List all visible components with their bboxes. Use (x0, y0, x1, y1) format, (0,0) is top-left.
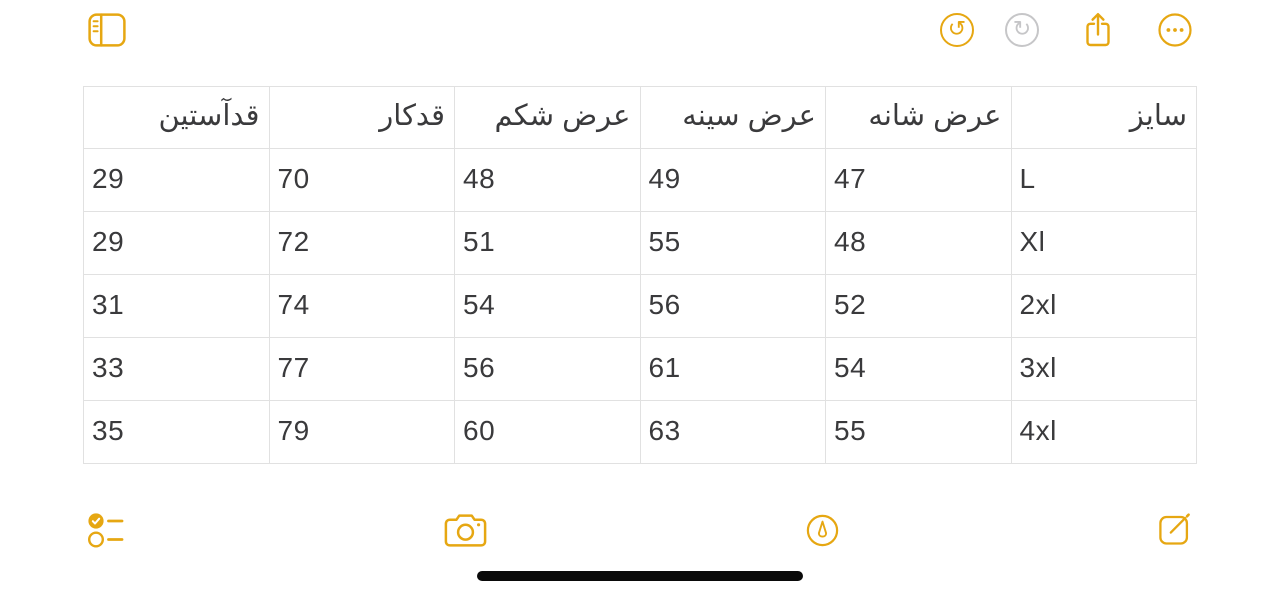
compose-icon (1159, 513, 1190, 545)
table-cell[interactable]: 56 (639, 274, 826, 338)
header-cell[interactable]: قدآستین (83, 86, 270, 149)
undo-button[interactable]: ↺ (940, 13, 974, 47)
table-cell[interactable]: 29 (83, 211, 270, 275)
table-cell[interactable]: 31 (83, 274, 270, 338)
table-cell[interactable]: 52 (825, 274, 1012, 338)
table-cell[interactable]: 79 (268, 400, 455, 464)
table-cell[interactable]: 3xl (1010, 337, 1197, 401)
table-row: 3xl 54 61 56 77 33 (83, 337, 1197, 401)
table-cell[interactable]: 74 (268, 274, 455, 338)
checklist-icon (87, 513, 124, 548)
share-button[interactable] (1083, 10, 1113, 50)
table-body: L 47 49 48 70 29 Xl 48 55 51 72 29 2xl 52 56 54 74 31 3xl 5… (83, 148, 1197, 464)
table-cell[interactable]: 29 (83, 148, 270, 212)
table-cell[interactable]: 54 (825, 337, 1012, 401)
table-cell[interactable]: 33 (83, 337, 270, 401)
table-row: Xl 48 55 51 72 29 (83, 211, 1197, 275)
table-cell[interactable]: 63 (639, 400, 826, 464)
table-cell[interactable]: 77 (268, 337, 455, 401)
camera-icon (444, 514, 487, 547)
table-row: 4xl 55 63 60 79 35 (83, 400, 1197, 464)
table-cell[interactable]: 56 (454, 337, 641, 401)
table-cell[interactable]: 35 (83, 400, 270, 464)
table-cell[interactable]: 4xl (1010, 400, 1197, 464)
redo-button: ↻ (1005, 13, 1039, 47)
header-cell[interactable]: سایز (1010, 86, 1197, 149)
table-cell[interactable]: 2xl (1010, 274, 1197, 338)
table-cell[interactable]: 55 (639, 211, 826, 275)
header-cell[interactable]: عرض شکم (454, 86, 641, 149)
table-cell[interactable]: 61 (639, 337, 826, 401)
redo-icon: ↻ (1005, 13, 1039, 47)
sidebar-toggle-icon (88, 13, 126, 47)
checklist-button[interactable] (87, 510, 125, 551)
more-options-button[interactable] (1158, 13, 1192, 47)
home-indicator[interactable] (477, 571, 803, 581)
share-icon (1086, 13, 1110, 47)
markup-icon (806, 514, 839, 547)
table-header-row: سایز عرض شانه عرض سینه عرض شکم قدکار قدآستین (83, 86, 1197, 149)
header-cell[interactable]: عرض شانه (825, 86, 1012, 149)
markup-button[interactable] (806, 514, 839, 547)
table-row: 2xl 52 56 54 74 31 (83, 274, 1197, 338)
table-cell[interactable]: 48 (825, 211, 1012, 275)
header-cell[interactable]: عرض سینه (639, 86, 826, 149)
table-cell[interactable]: Xl (1010, 211, 1197, 275)
table-cell[interactable]: 51 (454, 211, 641, 275)
table-cell[interactable]: 70 (268, 148, 455, 212)
table-cell[interactable]: L (1010, 148, 1197, 212)
table-cell[interactable]: 54 (454, 274, 641, 338)
table-cell[interactable]: 49 (639, 148, 826, 212)
size-chart-table: سایز عرض شانه عرض سینه عرض شکم قدکار قدآستین … (83, 86, 1197, 464)
table-cell[interactable]: 60 (454, 400, 641, 464)
table-cell[interactable]: 48 (454, 148, 641, 212)
table-row: L 47 49 48 70 29 (83, 148, 1197, 212)
table-cell[interactable]: 55 (825, 400, 1012, 464)
table-cell[interactable]: 47 (825, 148, 1012, 212)
more-options-icon (1158, 13, 1192, 47)
undo-icon: ↺ (940, 13, 974, 47)
camera-button[interactable] (444, 511, 487, 548)
table-cell[interactable]: 72 (268, 211, 455, 275)
table-header: سایز عرض شانه عرض سینه عرض شکم قدکار قدآستین (83, 86, 1197, 149)
header-cell[interactable]: قدکار (268, 86, 455, 149)
sidebar-toggle-button[interactable] (88, 13, 126, 47)
compose-button[interactable] (1158, 508, 1195, 547)
